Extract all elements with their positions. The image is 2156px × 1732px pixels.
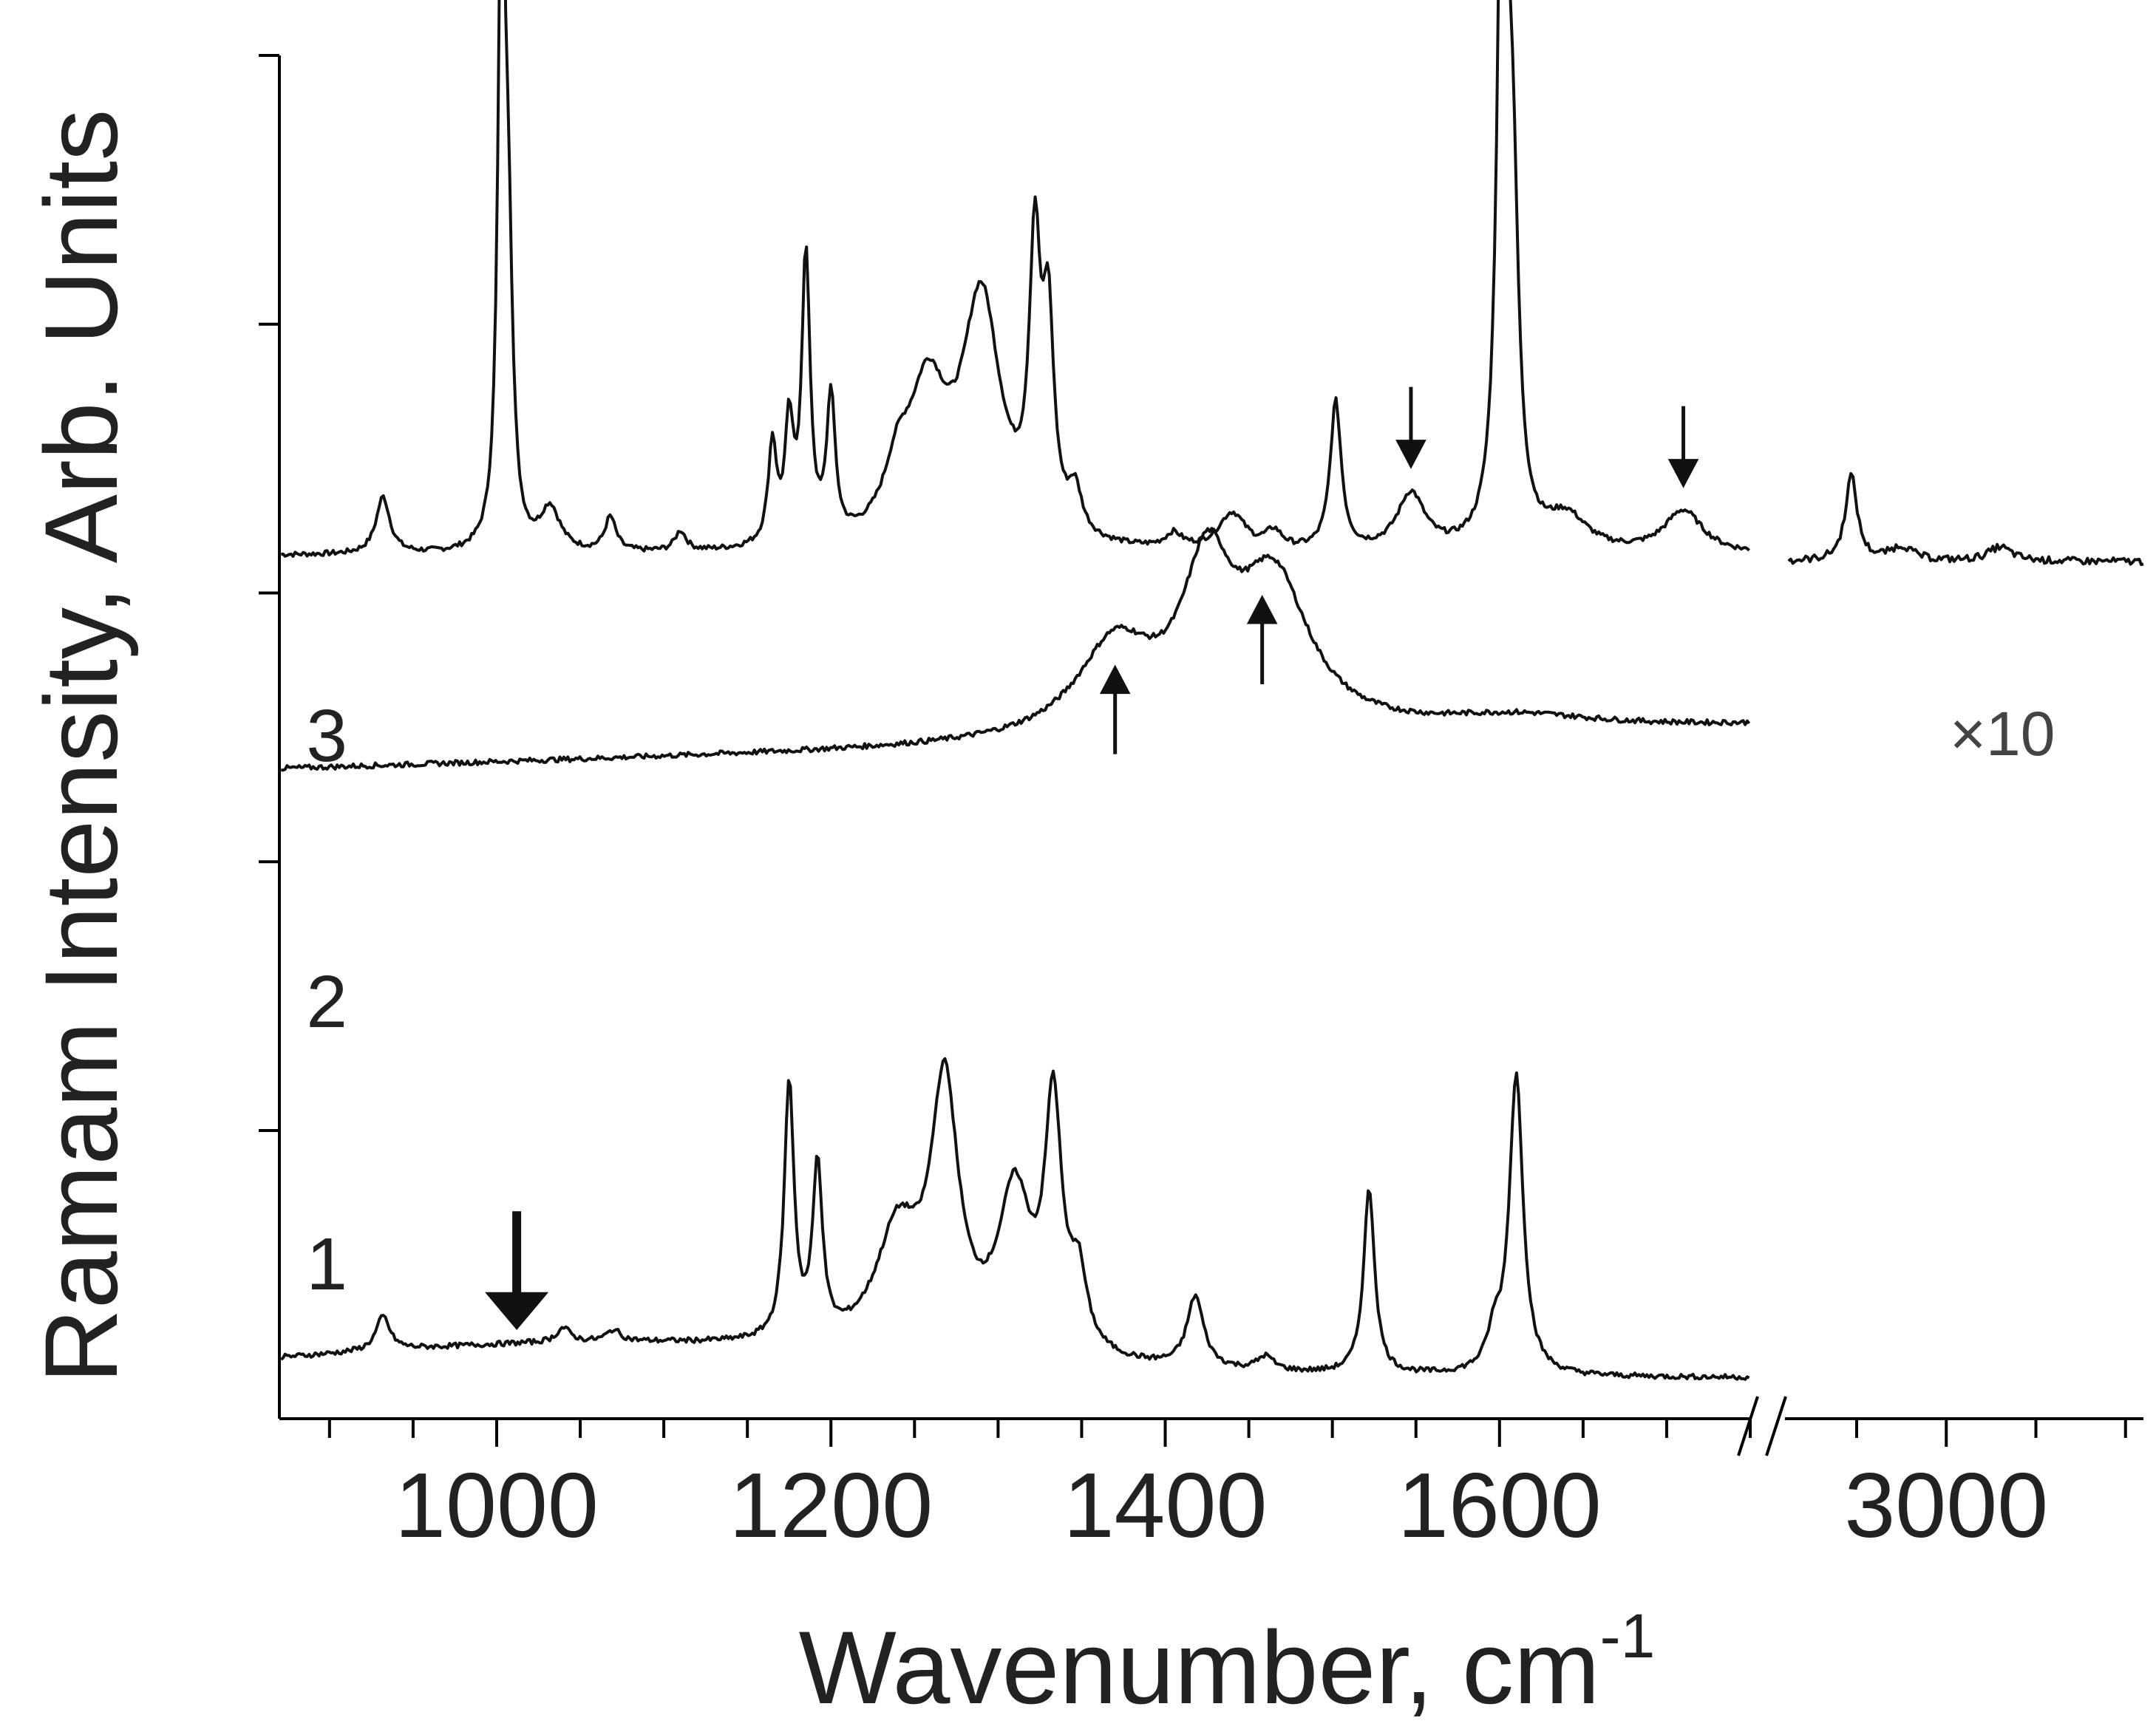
x-tick-label: 3000 xyxy=(1844,1455,2048,1557)
series-1-line xyxy=(280,1057,1750,1381)
series-label: 2 xyxy=(306,961,347,1043)
axis-break-marks xyxy=(1737,1396,1787,1456)
marker-arrow-up xyxy=(1099,664,1131,754)
series-label: 3 xyxy=(306,695,347,777)
marker-arrow-up xyxy=(1246,594,1278,685)
x-tick-label: 1600 xyxy=(1398,1455,1602,1557)
x-tick-label: 1400 xyxy=(1064,1455,1268,1557)
marker-arrow-down xyxy=(1667,406,1699,488)
markers-group: ×10 xyxy=(485,386,2055,1331)
y-axis-label: Ramam Intensity, Arb. Units xyxy=(23,109,139,1384)
series-label: 1 xyxy=(306,1223,347,1306)
axes: 1000 1200 1400 1600 3000 xyxy=(259,54,2143,1557)
series-3-line xyxy=(1787,471,2144,567)
marker-arrow-down xyxy=(1395,386,1426,469)
series-2-line xyxy=(280,527,1751,772)
series-3-line xyxy=(280,0,1750,558)
series-group: 3 2 1 xyxy=(280,0,2144,1381)
marker-arrow-down-bold xyxy=(485,1211,549,1331)
series-1: 1 xyxy=(280,1057,1750,1381)
x-tick-label: 1200 xyxy=(729,1455,933,1557)
x-axis-label: Wavenumber, cm-1 xyxy=(799,1601,1656,1725)
series-2: 2 xyxy=(280,527,1751,1043)
x-tick-label: 1000 xyxy=(395,1455,599,1557)
series-3: 3 xyxy=(280,0,2144,777)
scale-annotation: ×10 xyxy=(1950,699,2055,768)
